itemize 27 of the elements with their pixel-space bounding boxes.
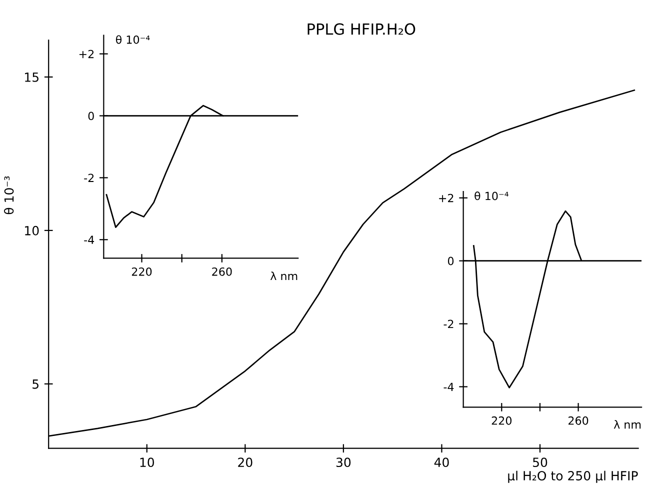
x-tick-label: 20 xyxy=(238,458,252,468)
y-tick-label: -2 xyxy=(84,174,94,182)
y-tick-label: -2 xyxy=(444,320,454,328)
y-tick-label: 5 xyxy=(32,380,38,389)
x-tick-label: 260 xyxy=(568,416,588,425)
x-tick-label: 260 xyxy=(212,267,232,276)
y-tick-label: +2 xyxy=(79,50,94,58)
y-tick-label: -4 xyxy=(444,382,454,391)
x-tick-label: 220 xyxy=(132,267,152,276)
x-tick-label: 30 xyxy=(336,458,351,468)
x-tick-label: 50 xyxy=(533,458,548,468)
y-tick-label: 0 xyxy=(448,256,454,266)
y-tick-label: 0 xyxy=(88,112,94,120)
x-tick-label: 220 xyxy=(492,416,512,425)
y-tick-label: -4 xyxy=(84,236,94,244)
y-axis-title: θ 10⁻⁴ xyxy=(116,35,150,44)
y-tick-label: 15 xyxy=(25,72,38,82)
y-axis-title: θ 10⁻³ xyxy=(4,176,14,214)
x-tick-label: 40 xyxy=(434,458,449,468)
y-tick-label: +2 xyxy=(439,194,454,202)
chart-title: PPLG HFIP.H₂O xyxy=(308,23,416,35)
y-tick-label: 10 xyxy=(25,226,39,236)
x-axis-title: λ nm xyxy=(270,272,298,280)
x-tick-label: 10 xyxy=(140,458,154,468)
x-axis-title: μl H₂O to 250 μl HFIP xyxy=(508,470,638,483)
y-axis-title: θ 10⁻⁴ xyxy=(474,192,508,200)
x-axis-title: λ nm xyxy=(614,420,641,429)
